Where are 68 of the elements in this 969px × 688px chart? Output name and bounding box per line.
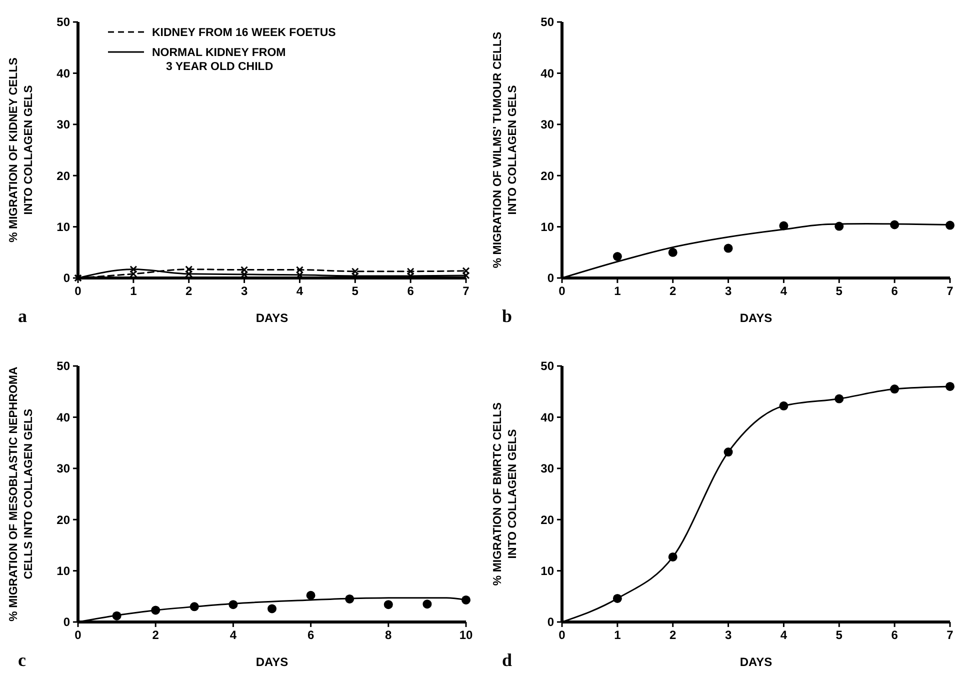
y-tick-label: 10	[540, 220, 554, 234]
y-tick-label: 0	[547, 615, 554, 630]
x-tick-label: 10	[459, 628, 473, 642]
y-tick-label: 30	[540, 118, 554, 132]
x-tick-label: 0	[74, 628, 82, 642]
x-tick-label: 1	[130, 284, 138, 298]
y-tick-label: 0	[547, 271, 554, 286]
x-tick-label: 4	[780, 628, 788, 642]
y-tick-label: 0	[63, 615, 70, 630]
x-tick-label: 2	[186, 284, 193, 298]
text: d	[502, 650, 512, 670]
x-tick-label: 8	[385, 628, 392, 642]
x-tick-label: 5	[352, 284, 359, 298]
x-axis-title: DAYS	[740, 655, 772, 669]
x-tick-label: 7	[946, 284, 954, 298]
text: b	[502, 306, 512, 326]
x-tick-label: 0	[558, 628, 566, 642]
x-tick-label: 4	[230, 628, 237, 642]
y-axis-title: % MIGRATION OF MESOBLASTIC NEPHROMA CELLS INTO COLLAGEN GELS	[8, 366, 35, 622]
x-tick-label: 5	[836, 284, 843, 298]
y-axis-title: % MIGRATION OF BMRTC CELLS INTO COLLAGEN GELS	[492, 402, 519, 586]
x-tick-label: 5	[836, 628, 843, 642]
x-tick-label: 3	[724, 628, 732, 642]
x-tick-label: 1	[614, 628, 622, 642]
y-tick-label: 10	[56, 564, 70, 578]
y-tick-label: 20	[56, 512, 70, 527]
x-tick-label: 7	[946, 628, 954, 642]
y-tick-label: 50	[56, 15, 70, 30]
y-tick-label: 50	[540, 359, 554, 374]
x-tick-label: 6	[891, 628, 898, 642]
y-axis-title: % MIGRATION OF KIDNEY CELLS INTO COLLAGEN GELS	[8, 57, 35, 242]
y-tick-label: 40	[540, 410, 554, 424]
y-tick-label: 0	[63, 271, 70, 286]
x-tick-label: 6	[307, 628, 314, 642]
x-tick-label: 7	[462, 284, 470, 298]
y-tick-label: 40	[56, 66, 70, 80]
legend-label: NORMAL KIDNEY FROM 3 YEAR OLD CHILD	[152, 47, 286, 74]
y-axis-title: % MIGRATION OF WILMS' TUMOUR CELLS INTO COLLAGEN GELS	[492, 32, 519, 268]
x-tick-label: 2	[670, 284, 677, 298]
x-tick-label: 2	[152, 628, 160, 642]
y-tick-label: 30	[540, 462, 554, 476]
y-tick-label: 40	[56, 410, 70, 424]
x-tick-label: 1	[614, 284, 622, 298]
y-tick-label: 40	[540, 66, 554, 80]
legend-label: KIDNEY FROM 16 WEEK FOETUS	[152, 27, 336, 40]
y-tick-label: 20	[540, 512, 554, 527]
x-tick-label: 0	[74, 284, 82, 298]
x-tick-label: 3	[724, 284, 732, 298]
x-tick-label: 6	[891, 284, 898, 298]
x-axis-title: DAYS	[740, 311, 772, 325]
x-tick-label: 4	[296, 284, 304, 298]
y-tick-label: 30	[56, 462, 70, 476]
x-tick-label: 3	[240, 284, 248, 298]
x-tick-label: 2	[670, 628, 677, 642]
y-tick-label: 20	[540, 168, 554, 183]
y-tick-label: 10	[540, 564, 554, 578]
x-axis-title: DAYS	[256, 311, 288, 325]
x-tick-label: 4	[780, 284, 788, 298]
text: a	[18, 306, 27, 326]
x-tick-label: 0	[558, 284, 566, 298]
y-tick-label: 30	[56, 118, 70, 132]
y-tick-label: 50	[56, 359, 70, 374]
x-axis-title: DAYS	[256, 655, 288, 669]
y-tick-label: 50	[540, 15, 554, 30]
text: c	[18, 650, 26, 670]
y-tick-label: 20	[56, 168, 70, 183]
x-tick-label: 6	[407, 284, 414, 298]
y-tick-label: 10	[56, 220, 70, 234]
